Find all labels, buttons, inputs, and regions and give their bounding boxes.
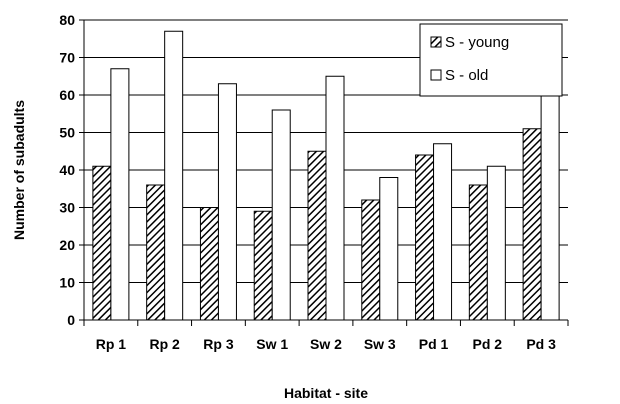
x-tick-label: Pd 1 [419, 336, 449, 352]
legend-box [419, 23, 563, 97]
legend-swatch-young [430, 36, 442, 48]
bar-s-old [217, 83, 237, 321]
bar-s-old [433, 143, 453, 321]
bar-s-young [307, 150, 327, 321]
y-tick-label: 20 [59, 237, 75, 253]
bar-s-old [486, 165, 506, 321]
bar-s-young [468, 184, 488, 321]
bar-s-old [325, 75, 345, 321]
y-tick-label: 50 [59, 125, 75, 141]
bar-s-young [92, 165, 112, 321]
y-axis-title: Number of subadults [11, 100, 27, 240]
x-tick-label: Pd 3 [526, 336, 556, 352]
bar-s-old [379, 177, 399, 321]
x-tick-label: Sw 2 [310, 336, 342, 352]
y-tick-label: 70 [59, 50, 75, 66]
x-tick-label: Sw 1 [256, 336, 288, 352]
bar-s-old [110, 68, 130, 321]
y-tick-label: 40 [59, 162, 75, 178]
bar-s-young [415, 154, 435, 321]
legend-label-old: S - old [445, 67, 488, 84]
x-tick-label: Rp 1 [96, 336, 127, 352]
y-tick-label: 80 [59, 12, 75, 28]
bar-s-young [146, 184, 166, 321]
y-tick-label: 10 [59, 275, 75, 291]
x-tick-label: Pd 2 [473, 336, 503, 352]
bar-s-young [361, 199, 381, 321]
bar-s-young [253, 210, 273, 321]
legend-label-young: S - young [445, 34, 509, 51]
legend: S - young S - old [419, 23, 563, 97]
tick-labels: 0 10 20 30 40 50 60 70 80 Rp 1 Rp 2 Rp 3 Sw 1 Sw 2 Sw … [59, 12, 569, 352]
x-tick-label: Sw 3 [364, 336, 396, 352]
legend-swatch-old [430, 69, 442, 81]
bar-s-young [199, 207, 219, 321]
y-tick-label: 30 [59, 200, 75, 216]
bar-s-young [522, 128, 542, 321]
x-tick-label: Rp 3 [203, 336, 234, 352]
x-axis-title: Habitat - site [284, 385, 368, 401]
bar-s-old [271, 109, 291, 321]
bar-s-old [164, 30, 184, 321]
x-tick-label: Rp 2 [149, 336, 180, 352]
y-tick-label: 60 [59, 87, 75, 103]
y-tick-label: 0 [67, 312, 75, 328]
